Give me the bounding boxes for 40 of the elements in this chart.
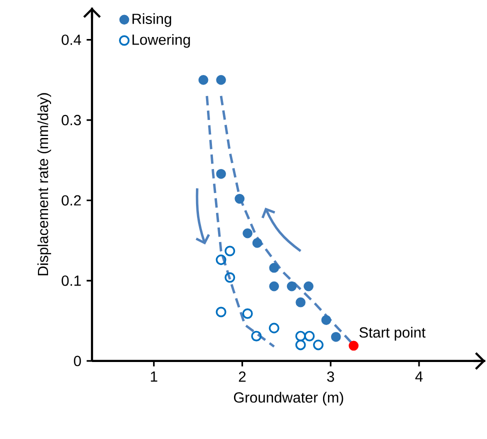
point <box>296 297 306 308</box>
point <box>321 315 332 325</box>
y-tick-label: 0.4 <box>62 34 82 45</box>
point <box>216 254 226 266</box>
x-tick-label: 3 <box>327 371 334 382</box>
point <box>286 281 297 292</box>
point <box>252 238 262 248</box>
y-tick-label: 0.1 <box>62 276 81 286</box>
x-tick-label: 2 <box>238 371 246 382</box>
point <box>216 168 226 179</box>
y-tick-label: 0 <box>74 356 81 366</box>
point <box>331 332 341 342</box>
point <box>295 340 306 350</box>
point <box>269 281 280 292</box>
point <box>234 194 245 204</box>
point <box>268 322 280 334</box>
point <box>216 306 226 318</box>
y-tick-label: 0.3 <box>62 114 81 126</box>
x-tick-label: 1 <box>150 371 158 382</box>
point <box>313 340 324 350</box>
point <box>348 340 359 351</box>
y-tick-label: 0.2 <box>62 195 81 206</box>
point <box>242 308 253 319</box>
x-tick-label: 4 <box>415 371 423 382</box>
legend-label: Rising <box>132 13 172 27</box>
point <box>224 272 236 283</box>
legend-label: Lowering <box>132 34 190 48</box>
point <box>198 75 208 85</box>
point <box>304 330 315 342</box>
point <box>216 75 226 85</box>
point <box>224 246 236 256</box>
point <box>304 281 314 292</box>
annotation: Start point <box>359 326 426 341</box>
y-axis-title: Displacement rate (mm/day) <box>37 93 52 276</box>
point <box>295 330 306 342</box>
line-series <box>206 94 276 348</box>
point <box>269 262 280 273</box>
x-axis-title: Groundwater (m) <box>234 392 344 406</box>
point <box>242 228 252 238</box>
point <box>251 330 262 342</box>
